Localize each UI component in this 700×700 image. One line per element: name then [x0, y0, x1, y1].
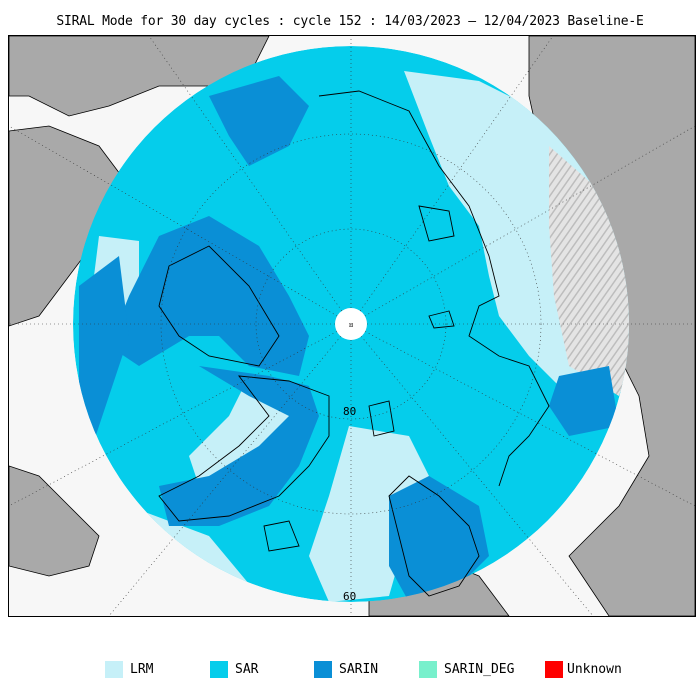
meridian-7 [108, 323, 352, 616]
legend-label-unknown: Unknown [567, 662, 622, 677]
coastline-island-4 [263, 520, 300, 552]
sarin-region-south [389, 476, 489, 602]
sarin-region-southwest [159, 366, 319, 526]
coastlines [158, 90, 550, 597]
land-west [9, 36, 270, 117]
graticule [9, 36, 695, 616]
meridian-11 [9, 323, 352, 507]
pole-marker: ¤ [348, 321, 353, 331]
latitude-label-60: 60 [343, 590, 356, 603]
map-title: SIRAL Mode for 30 day cycles : cycle 152… [56, 14, 644, 29]
coastline-greenland [158, 375, 330, 522]
meridian-12 [350, 323, 695, 507]
legend-label-sarin: SARIN [339, 662, 379, 677]
coastline-island-1 [418, 205, 455, 242]
sarin-region-north [209, 76, 309, 166]
coastline-east [318, 90, 550, 487]
coastline-island-3 [368, 400, 395, 437]
sarin-region-west-edge [79, 256, 129, 456]
latitude-70-circle [160, 133, 542, 515]
coastline-island-west [158, 245, 280, 367]
coastline-island-2 [428, 310, 455, 329]
legend-label-sarin-deg: SARIN_DEG [444, 662, 515, 677]
legend-swatch-sarin [314, 661, 332, 678]
coastline-south [388, 475, 480, 597]
meridian-8 [350, 323, 594, 616]
latitude-80-circle [255, 228, 447, 420]
land-west-low [9, 465, 100, 577]
polar-map: ¤ 80 60 [9, 36, 695, 616]
legend-swatch-sar [210, 661, 228, 678]
sarin-region-east [549, 366, 619, 436]
legend-swatch-unknown [545, 661, 563, 678]
sarin-region-northwest [109, 216, 309, 376]
legend: LRM SAR SARIN SARIN_DEG Unknown [0, 660, 700, 680]
legend-swatch-sarin-deg [419, 661, 437, 678]
latitude-label-80: 80 [343, 405, 356, 418]
legend-swatch-lrm [105, 661, 123, 678]
legend-label-sar: SAR [235, 662, 259, 677]
legend-label-lrm: LRM [130, 662, 154, 677]
pole-hole [335, 308, 367, 340]
map-frame: ¤ 80 60 [8, 35, 696, 617]
